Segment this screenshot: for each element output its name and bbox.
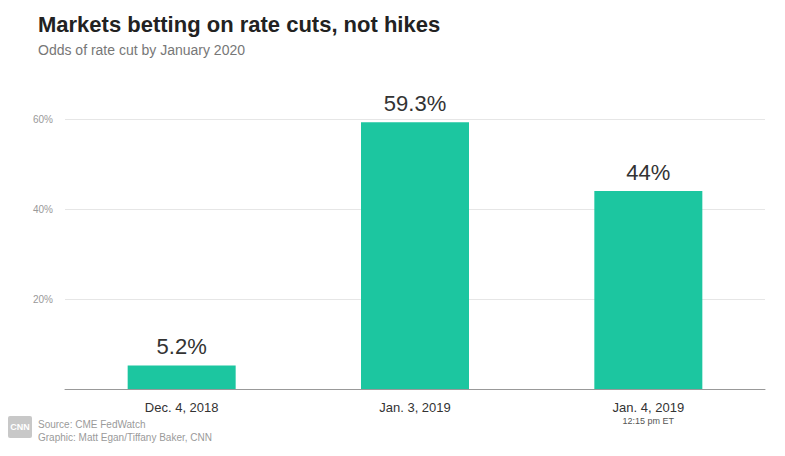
svg-text:12:15 pm ET: 12:15 pm ET bbox=[623, 416, 675, 426]
svg-text:Jan. 3, 2019: Jan. 3, 2019 bbox=[379, 400, 451, 415]
svg-text:Odds of rate cut by January 20: Odds of rate cut by January 2020 bbox=[38, 42, 245, 58]
svg-text:Markets betting on rate cuts,: Markets betting on rate cuts, not hikes bbox=[38, 12, 440, 37]
svg-text:Graphic: Matt Egan/Tiffany Bak: Graphic: Matt Egan/Tiffany Baker, CNN bbox=[38, 432, 212, 443]
svg-text:40%: 40% bbox=[33, 204, 53, 215]
svg-text:60%: 60% bbox=[33, 114, 53, 125]
svg-text:5.2%: 5.2% bbox=[157, 334, 207, 359]
svg-text:44%: 44% bbox=[626, 160, 670, 185]
svg-text:20%: 20% bbox=[33, 294, 53, 305]
svg-text:CNN: CNN bbox=[10, 422, 30, 432]
svg-text:Source: CME FedWatch: Source: CME FedWatch bbox=[38, 419, 145, 430]
svg-text:Dec. 4, 2018: Dec. 4, 2018 bbox=[145, 400, 219, 415]
svg-text:Jan. 4, 2019: Jan. 4, 2019 bbox=[613, 400, 685, 415]
svg-text:59.3%: 59.3% bbox=[384, 91, 446, 116]
